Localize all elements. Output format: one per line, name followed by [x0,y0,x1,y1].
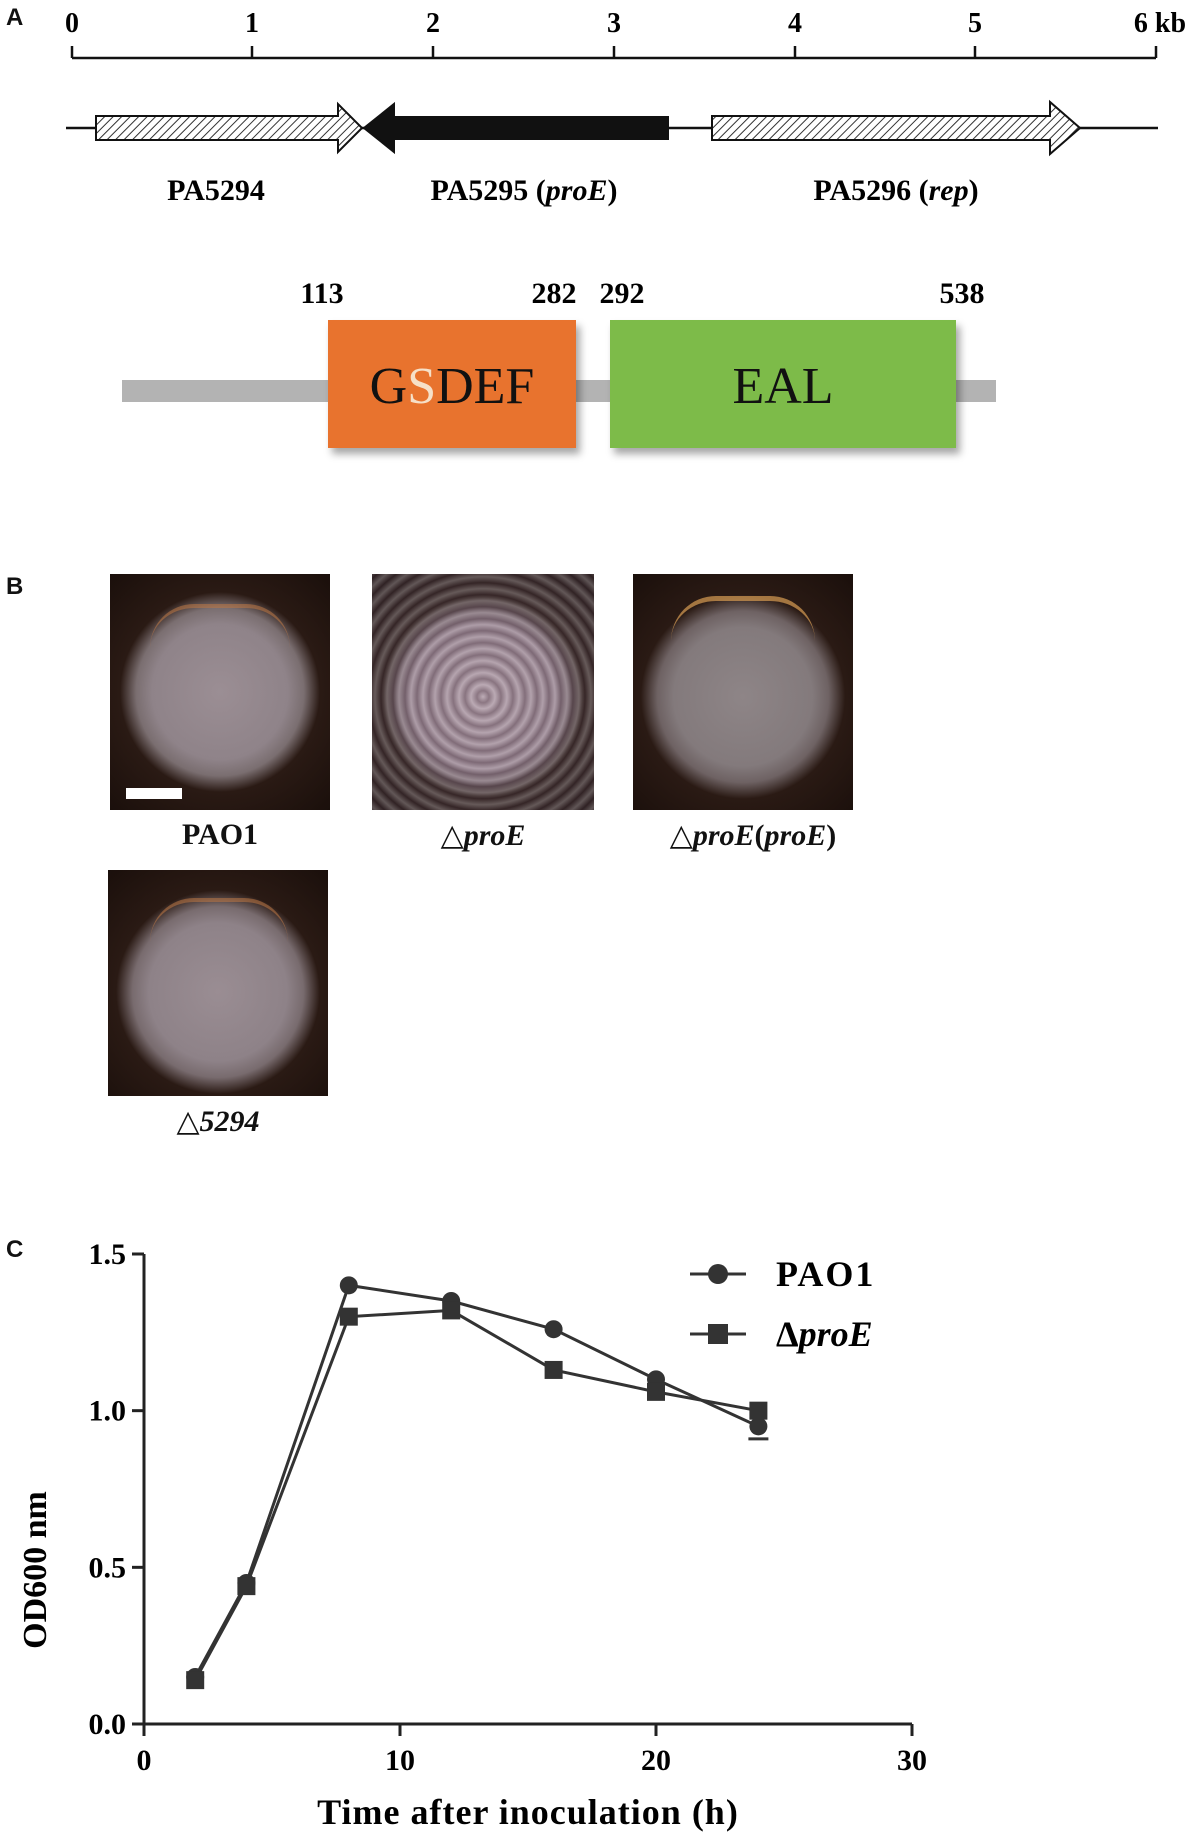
x-tick-label: 0 [137,1744,152,1777]
colony-rim [150,604,290,648]
data-point-square [339,1307,358,1326]
legend-marker-square [708,1324,728,1344]
x-tick-label: 30 [897,1744,927,1777]
colony-image-pao1 [110,574,330,810]
gsdef-domain-label: GSDEF [370,358,535,415]
panel-label-c: C [6,1236,24,1263]
panel-label-a: A [6,4,24,31]
chart-axes: 0.0 0.5 1.0 1.5 0 10 20 30 [89,1238,928,1777]
data-point-circle [544,1320,563,1339]
data-point-circle [339,1276,358,1295]
domain-position-113: 113 [300,277,343,310]
colony-image-proe [372,574,594,810]
y-tick-label: 0.0 [89,1708,127,1741]
data-point-square [749,1401,768,1420]
domain-position-292: 292 [600,277,645,310]
y-tick-label: 1.0 [89,1395,127,1428]
series-line-0 [193,1283,760,1678]
domain-position-282: 282 [532,277,577,310]
eal-domain-box [610,320,956,448]
y-tick-label: 1.5 [89,1238,127,1271]
gene-arrow-pa5294 [95,101,364,155]
colony-label-5294: △5294 [176,1105,260,1138]
colony-image-5294 [108,870,328,1096]
data-point-square [442,1301,461,1320]
data-point-square [237,1577,256,1596]
chart-series [186,1276,769,1690]
data-point-square [647,1382,665,1401]
growth-curve-chart: 0.0 0.5 1.0 1.5 0 10 20 30 PAO1 ΔproE Time after… [17,1238,928,1832]
scale-bar [126,788,182,799]
scale-tick-label: 0 [65,8,79,39]
gene-arrow-rep [711,99,1082,157]
gene-label-rep: PA5296 (rep) [813,174,978,207]
gene-map: 0 1 2 3 4 5 6 kb PA5294 PA5295 (proE) PA… [65,8,1186,448]
domain-position-538: 538 [940,277,985,310]
x-axis-label: Time after inoculation (h) [317,1792,739,1832]
gene-arrow-proe [362,101,669,155]
scale-tick-label: 2 [426,8,440,39]
legend-label: ΔproE [776,1314,873,1354]
scale-tick-label: 3 [607,8,621,39]
chart-legend: PAO1 ΔproE [690,1254,875,1354]
colony-label-proe: △proE [440,819,526,852]
y-tick-label: 0.5 [89,1551,127,1584]
x-tick-label: 20 [641,1744,671,1777]
colony-image-proe-complemented [633,574,853,810]
scale-tick-label: 4 [788,8,802,39]
gene-label-pa5294: PA5294 [167,174,265,207]
x-tick-label: 10 [385,1744,415,1777]
colony-label-pao1: PAO1 [181,818,259,851]
scale-ticks [70,46,1158,58]
panel-label-b: B [6,573,24,600]
scale-tick-label: 1 [245,8,259,39]
colony-rim [671,596,815,641]
colony-label-proe-complemented: △proE(proE) [669,819,837,852]
gsdef-domain-box [328,320,576,448]
legend-label: PAO1 [776,1254,875,1294]
y-axis-label: OD600 nm [17,1491,54,1649]
legend-marker-circle [708,1264,728,1284]
data-point-square [186,1671,205,1690]
scale-tick-label: 6 kb [1134,8,1186,39]
scale-tick-label: 5 [968,8,982,39]
colony-rim [150,898,288,942]
gene-label-proe: PA5295 (proE) [431,174,618,207]
data-point-square [544,1360,563,1379]
series-line-1 [193,1308,759,1681]
data-point-circle [749,1417,768,1436]
eal-domain-label: EAL [732,358,833,415]
